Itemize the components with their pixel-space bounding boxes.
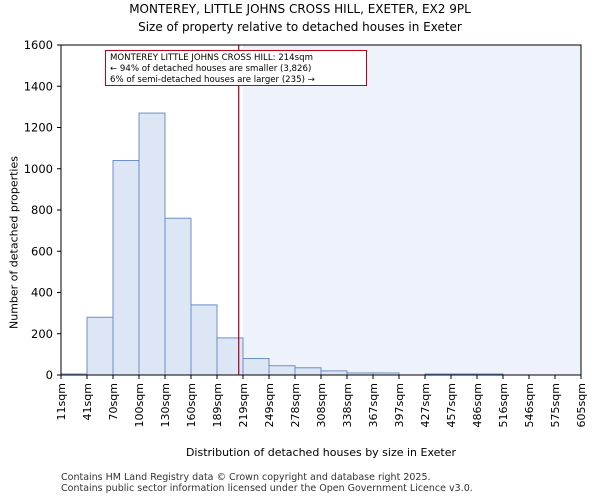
x-tick-label: 516sqm xyxy=(497,383,510,427)
x-tick-label: 486sqm xyxy=(471,383,484,427)
x-tick-label: 249sqm xyxy=(263,383,276,427)
histogram-bar xyxy=(268,365,296,376)
x-axis-label: Distribution of detached houses by size … xyxy=(185,446,457,459)
x-tick-label: 575sqm xyxy=(549,383,562,427)
x-tick-label: 70sqm xyxy=(107,383,120,420)
annotation-line-3: 6% of semi-detached houses are larger (2… xyxy=(110,75,315,85)
x-tick-label: 189sqm xyxy=(211,383,224,427)
footer-line-2: Contains public sector information licen… xyxy=(61,483,473,494)
x-tick-label: 308sqm xyxy=(315,383,328,427)
histogram-bar xyxy=(242,358,270,376)
highlight-region xyxy=(243,45,581,375)
y-tick-label: 1600 xyxy=(24,38,53,52)
y-tick-label: 1400 xyxy=(24,79,53,93)
annotation-line-1: MONTEREY LITTLE JOHNS CROSS HILL: 214sqm xyxy=(110,53,313,63)
histogram-bar xyxy=(294,367,322,376)
histogram-bar xyxy=(190,304,218,376)
y-tick-label: 1000 xyxy=(24,162,53,176)
footer-line-1: Contains HM Land Registry data © Crown c… xyxy=(61,472,431,483)
x-tick-label: 605sqm xyxy=(575,383,588,427)
y-tick-label: 600 xyxy=(31,244,53,258)
y-tick-label: 1200 xyxy=(24,121,53,135)
x-tick-label: 100sqm xyxy=(133,383,146,427)
x-tick-label: 160sqm xyxy=(185,383,198,427)
histogram-bar xyxy=(164,217,192,376)
y-axis-label: Number of detached properties xyxy=(7,156,21,329)
y-tick-label: 800 xyxy=(31,203,53,217)
histogram-bar xyxy=(112,160,140,376)
x-tick-label: 457sqm xyxy=(445,383,458,427)
x-tick-label: 367sqm xyxy=(367,383,380,427)
x-tick-label: 546sqm xyxy=(523,383,536,427)
x-tick-label: 130sqm xyxy=(159,383,172,427)
histogram-bar xyxy=(138,112,166,376)
x-tick-label: 219sqm xyxy=(237,383,250,427)
y-tick-label: 0 xyxy=(46,368,53,382)
x-tick-label: 278sqm xyxy=(289,383,302,427)
histogram-bar xyxy=(320,370,348,376)
annotation-box: MONTEREY LITTLE JOHNS CROSS HILL: 214sqm… xyxy=(105,50,367,86)
x-tick-label: 338sqm xyxy=(341,383,354,427)
y-tick-label: 400 xyxy=(31,286,53,300)
chart-subtitle: Size of property relative to detached ho… xyxy=(138,20,462,34)
y-tick-label: 200 xyxy=(31,327,53,341)
x-tick-label: 427sqm xyxy=(419,383,432,427)
x-tick-label: 11sqm xyxy=(55,383,68,420)
x-tick-label: 397sqm xyxy=(393,383,406,427)
annotation-line-2: ← 94% of detached houses are smaller (3,… xyxy=(110,64,312,74)
histogram-bar xyxy=(86,316,114,376)
chart-title: MONTEREY, LITTLE JOHNS CROSS HILL, EXETE… xyxy=(129,2,471,16)
x-tick-label: 41sqm xyxy=(81,383,94,420)
